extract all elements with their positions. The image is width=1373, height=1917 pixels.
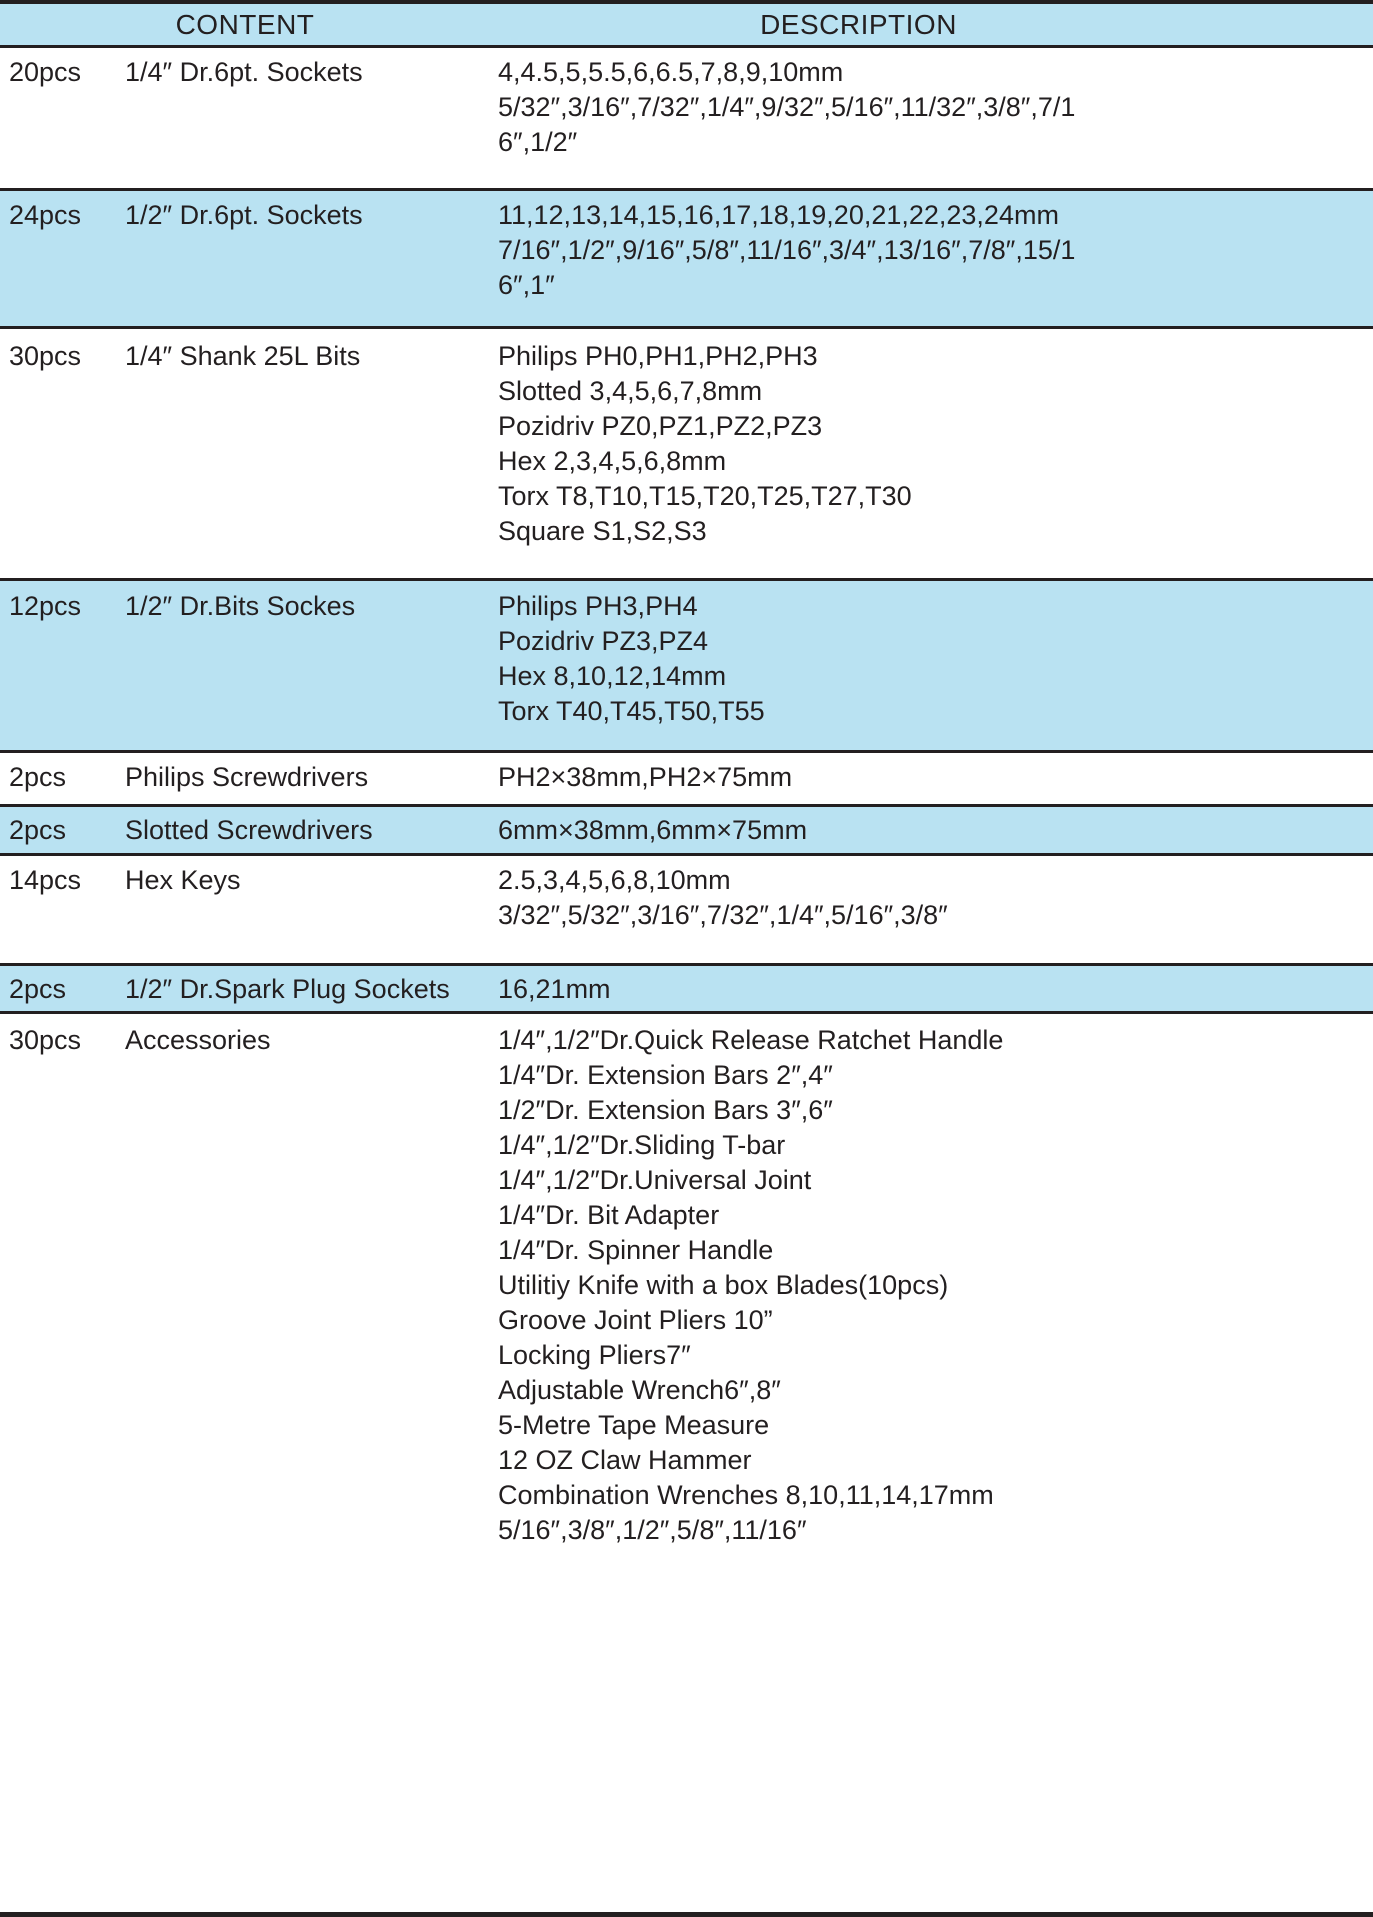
row-quantity: 2pcs xyxy=(9,815,67,845)
table-row: 2pcs Slotted Screwdrivers 6mm×38mm,6mm×7… xyxy=(0,804,1373,856)
description-line: Adjustable Wrench6″,8″ xyxy=(498,1375,781,1405)
description-line: Pozidriv PZ3,PZ4 xyxy=(498,626,709,656)
row-quantity: 14pcs xyxy=(9,865,82,895)
description-line: Philips PH0,PH1,PH2,PH3 xyxy=(498,341,818,371)
table-row: 20pcs 1/4″ Dr.6pt. Sockets 4,4.5,5,5.5,6… xyxy=(0,48,1373,188)
table-row: 30pcs 1/4″ Shank 25L Bits Philips PH0,PH… xyxy=(0,329,1373,578)
row-description: 1/4″,1/2″Dr.Quick Release Ratchet Handle… xyxy=(498,1023,1373,1548)
description-line: 12 OZ Claw Hammer xyxy=(498,1445,752,1475)
description-line: 1/4″,1/2″Dr.Sliding T-bar xyxy=(498,1130,786,1160)
row-description: Philips PH0,PH1,PH2,PH3 Slotted 3,4,5,6,7… xyxy=(498,339,1373,549)
header-content-label: CONTENT xyxy=(175,8,315,40)
description-line: 1/4″,1/2″Dr.Quick Release Ratchet Handle xyxy=(498,1025,1004,1055)
description-line: Hex 8,10,12,14mm xyxy=(498,661,727,691)
description-line: 1/4″,1/2″Dr.Universal Joint xyxy=(498,1165,812,1195)
table-row: 2pcs Philips Screwdrivers PH2×38mm,PH2×7… xyxy=(0,753,1373,804)
table-row: 12pcs 1/2″ Dr.Bits Sockes Philips PH3,PH… xyxy=(0,578,1373,753)
table-row: 2pcs 1/2″ Dr.Spark Plug Sockets 16,21mm xyxy=(0,963,1373,1014)
row-description: 4,4.5,5,5.5,6,6.5,7,8,9,10mm 5/32″,3/16″,… xyxy=(498,55,1373,160)
row-description: 16,21mm xyxy=(498,972,1373,1007)
table-row: 30pcs Accessories 1/4″,1/2″Dr.Quick Rele… xyxy=(0,1014,1373,1551)
row-content: 1/4″ Shank 25L Bits xyxy=(125,341,361,371)
row-quantity: 30pcs xyxy=(9,1025,82,1055)
description-line: Pozidriv PZ0,PZ1,PZ2,PZ3 xyxy=(498,411,823,441)
description-line: 11,12,13,14,15,16,17,18,19,20,21,22,23,2… xyxy=(498,200,1059,230)
row-quantity: 2pcs xyxy=(9,974,67,1004)
row-description: PH2×38mm,PH2×75mm xyxy=(498,760,1373,795)
row-quantity: 12pcs xyxy=(9,591,82,621)
row-content: 1/2″ Dr.Bits Sockes xyxy=(125,591,356,621)
description-line: 1/4″Dr. Bit Adapter xyxy=(498,1200,720,1230)
row-description: 6mm×38mm,6mm×75mm xyxy=(498,813,1373,848)
table-header-row: CONTENT DESCRIPTION xyxy=(0,4,1373,48)
row-description: 2.5,3,4,5,6,8,10mm 3/32″,5/32″,3/16″,7/32… xyxy=(498,863,1373,933)
description-line: Groove Joint Pliers 10” xyxy=(498,1305,773,1335)
description-line: Slotted 3,4,5,6,7,8mm xyxy=(498,376,763,406)
description-line: 5/16″,3/8″,1/2″,5/8″,11/16″ xyxy=(498,1515,807,1545)
row-content: Slotted Screwdrivers xyxy=(125,815,373,845)
row-quantity: 2pcs xyxy=(9,762,67,792)
row-quantity: 30pcs xyxy=(9,341,82,371)
header-description-label: DESCRIPTION xyxy=(760,8,957,40)
description-line: Philips PH3,PH4 xyxy=(498,591,698,621)
description-line: 6″,1″ xyxy=(498,270,555,300)
table-row: 24pcs 1/2″ Dr.6pt. Sockets 11,12,13,14,1… xyxy=(0,188,1373,329)
row-description: 11,12,13,14,15,16,17,18,19,20,21,22,23,2… xyxy=(498,198,1373,303)
row-content: Philips Screwdrivers xyxy=(125,762,369,792)
row-quantity: 20pcs xyxy=(9,57,82,87)
row-content: 1/2″ Dr.Spark Plug Sockets xyxy=(125,974,450,1004)
description-line: 1/2″Dr. Extension Bars 3″,6″ xyxy=(498,1095,833,1125)
description-line: Torx T40,T45,T50,T55 xyxy=(498,696,765,726)
description-line: Torx T8,T10,T15,T20,T25,T27,T30 xyxy=(498,481,912,511)
description-line: 1/4″Dr. Spinner Handle xyxy=(498,1235,774,1265)
description-line: 7/16″,1/2″,9/16″,5/8″,11/16″,3/4″,13/16″… xyxy=(498,235,1076,265)
description-line: 1/4″Dr. Extension Bars 2″,4″ xyxy=(498,1060,833,1090)
description-line: 2.5,3,4,5,6,8,10mm xyxy=(498,865,731,895)
row-content: Hex Keys xyxy=(125,865,241,895)
description-line: Locking Pliers7″ xyxy=(498,1340,691,1370)
description-line: Hex 2,3,4,5,6,8mm xyxy=(498,446,727,476)
row-content: 1/4″ Dr.6pt. Sockets xyxy=(125,57,363,87)
description-line: 5-Metre Tape Measure xyxy=(498,1410,770,1440)
table-row: 14pcs Hex Keys 2.5,3,4,5,6,8,10mm 3/32″,5… xyxy=(0,856,1373,963)
description-line: Square S1,S2,S3 xyxy=(498,516,707,546)
description-line: 6mm×38mm,6mm×75mm xyxy=(498,815,808,845)
description-line: 4,4.5,5,5.5,6,6.5,7,8,9,10mm xyxy=(498,57,844,87)
description-line: 3/32″,5/32″,3/16″,7/32″,1/4″,5/16″,3/8″ xyxy=(498,900,948,930)
row-description: Philips PH3,PH4 Pozidriv PZ3,PZ4 Hex 8,10,… xyxy=(498,589,1373,729)
description-line: Combination Wrenches 8,10,11,14,17mm xyxy=(498,1480,994,1510)
row-content: Accessories xyxy=(125,1025,271,1055)
description-line: 16,21mm xyxy=(498,974,611,1004)
description-line: Utilitiy Knife with a box Blades(10pcs) xyxy=(498,1270,949,1300)
row-content: 1/2″ Dr.6pt. Sockets xyxy=(125,200,363,230)
row-quantity: 24pcs xyxy=(9,200,82,230)
description-line: PH2×38mm,PH2×75mm xyxy=(498,762,793,792)
description-line: 5/32″,3/16″,7/32″,1/4″,9/32″,5/16″,11/32… xyxy=(498,92,1076,122)
description-line: 6″,1/2″ xyxy=(498,127,578,157)
